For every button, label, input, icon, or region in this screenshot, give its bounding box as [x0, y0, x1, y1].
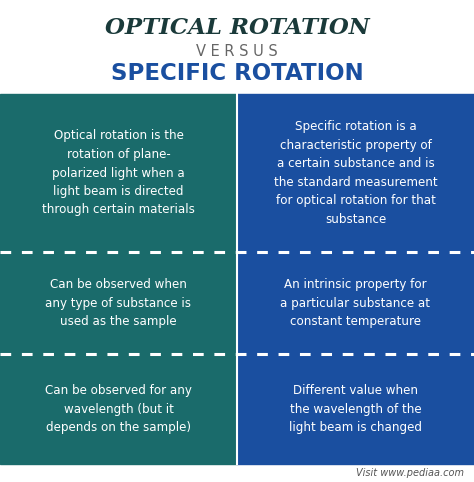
Bar: [237, 94, 474, 252]
Text: Optical rotation is the
rotation of plane-
polarized light when a
light beam is : Optical rotation is the rotation of plan…: [42, 130, 195, 216]
Text: An intrinsic property for
a particular substance at
constant temperature: An intrinsic property for a particular s…: [281, 278, 430, 328]
Text: SPECIFIC ROTATION: SPECIFIC ROTATION: [110, 63, 364, 85]
Text: Different value when
the wavelength of the
light beam is changed: Different value when the wavelength of t…: [289, 384, 422, 434]
Text: Visit www.pediaa.com: Visit www.pediaa.com: [356, 468, 464, 478]
Text: OPTICAL ROTATION: OPTICAL ROTATION: [105, 17, 369, 39]
Bar: [0, 252, 237, 354]
Bar: [0, 94, 237, 252]
Text: Can be observed when
any type of substance is
used as the sample: Can be observed when any type of substan…: [46, 278, 191, 328]
Text: Can be observed for any
wavelength (but it
depends on the sample): Can be observed for any wavelength (but …: [45, 384, 192, 434]
Text: Specific rotation is a
characteristic property of
a certain substance and is
the: Specific rotation is a characteristic pr…: [273, 120, 438, 226]
Bar: [0, 354, 237, 464]
Bar: [237, 354, 474, 464]
Text: V E R S U S: V E R S U S: [196, 43, 278, 58]
Bar: [237, 252, 474, 354]
